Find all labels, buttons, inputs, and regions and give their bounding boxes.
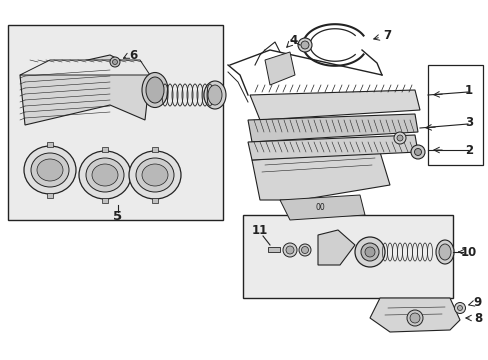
Circle shape xyxy=(298,244,310,256)
Bar xyxy=(152,198,158,203)
Polygon shape xyxy=(247,135,417,160)
Text: 9: 9 xyxy=(473,296,481,309)
Polygon shape xyxy=(20,60,150,75)
Bar xyxy=(267,247,280,252)
Text: 7: 7 xyxy=(382,28,390,41)
Text: 1: 1 xyxy=(464,84,472,96)
Polygon shape xyxy=(317,230,354,265)
Ellipse shape xyxy=(31,153,69,187)
Circle shape xyxy=(297,38,311,52)
Text: 00: 00 xyxy=(314,202,324,212)
Bar xyxy=(152,147,158,152)
Polygon shape xyxy=(20,55,150,125)
Ellipse shape xyxy=(435,240,453,264)
Circle shape xyxy=(406,310,422,326)
Bar xyxy=(47,142,53,147)
Ellipse shape xyxy=(438,244,450,260)
Ellipse shape xyxy=(86,158,124,192)
Ellipse shape xyxy=(207,85,222,105)
Text: 6: 6 xyxy=(129,49,137,62)
Ellipse shape xyxy=(24,146,76,194)
Bar xyxy=(8,25,223,220)
Text: 2: 2 xyxy=(464,144,472,157)
Ellipse shape xyxy=(203,81,225,109)
Text: 5: 5 xyxy=(113,210,122,222)
Bar xyxy=(427,65,482,165)
Polygon shape xyxy=(264,52,294,85)
Ellipse shape xyxy=(142,164,168,186)
Circle shape xyxy=(457,306,462,310)
Ellipse shape xyxy=(37,159,63,181)
Ellipse shape xyxy=(142,72,168,108)
Circle shape xyxy=(364,247,374,257)
Polygon shape xyxy=(251,152,389,200)
Circle shape xyxy=(110,57,120,67)
Circle shape xyxy=(393,132,405,144)
Ellipse shape xyxy=(146,77,163,103)
Circle shape xyxy=(112,59,117,64)
Ellipse shape xyxy=(129,151,181,199)
Polygon shape xyxy=(369,298,459,332)
Circle shape xyxy=(301,41,308,49)
Circle shape xyxy=(414,149,421,156)
Bar xyxy=(102,147,108,152)
Text: 10: 10 xyxy=(460,246,476,258)
Text: 4: 4 xyxy=(289,33,298,46)
Text: 3: 3 xyxy=(464,116,472,129)
Circle shape xyxy=(409,313,419,323)
Bar xyxy=(102,198,108,203)
Bar xyxy=(47,193,53,198)
Circle shape xyxy=(354,237,384,267)
Circle shape xyxy=(396,135,402,141)
Text: 11: 11 xyxy=(251,224,267,237)
Circle shape xyxy=(410,145,424,159)
Polygon shape xyxy=(249,90,419,120)
Circle shape xyxy=(285,246,293,254)
Circle shape xyxy=(301,247,308,253)
Circle shape xyxy=(453,302,465,314)
Circle shape xyxy=(283,243,296,257)
Ellipse shape xyxy=(79,151,131,199)
Polygon shape xyxy=(280,195,364,220)
Circle shape xyxy=(360,243,378,261)
Bar xyxy=(243,215,452,298)
Ellipse shape xyxy=(92,164,118,186)
Text: 8: 8 xyxy=(473,311,481,324)
Polygon shape xyxy=(247,114,417,142)
Ellipse shape xyxy=(136,158,174,192)
